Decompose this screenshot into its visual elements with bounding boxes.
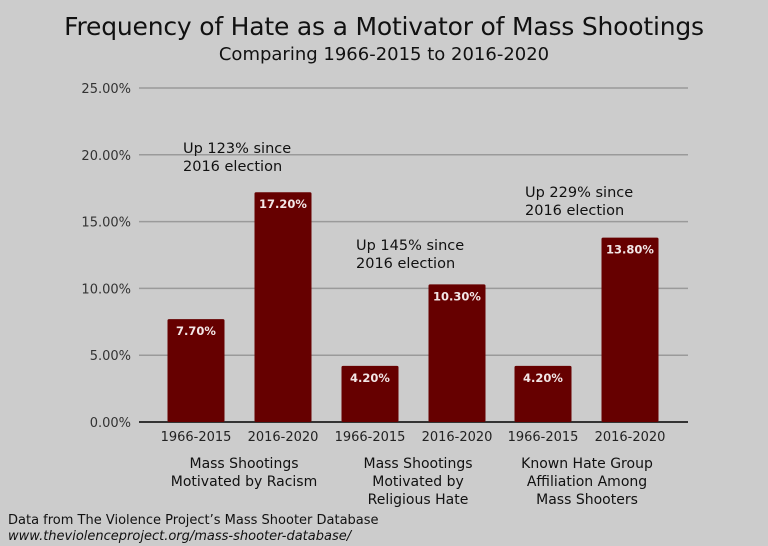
annotation: Up 229% since [525,185,633,201]
data-label: 7.70% [176,324,216,338]
annotation: Up 145% since [356,238,464,254]
data-label: 4.20% [350,371,390,385]
bar [428,284,486,422]
group-label: Religious Hate [368,492,469,508]
x-tick-label: 1966-2015 [335,430,406,445]
bar [254,192,312,422]
group-label: Motivated by [372,474,464,490]
x-tick-label: 1966-2015 [508,430,579,445]
annotation: 2016 election [356,256,455,272]
group-label: Motivated by Racism [171,474,317,490]
y-tick-label: 15.00% [81,216,131,231]
data-label: 13.80% [606,243,654,257]
source-url: www.theviolenceproject.org/mass-shooter-… [8,529,352,544]
bar [514,365,572,422]
data-label: 10.30% [433,289,481,303]
bar [601,237,659,422]
x-tick-label: 2016-2020 [595,430,666,445]
group-label: Known Hate Group [521,456,653,472]
data-label: 4.20% [523,371,563,385]
data-label: 17.20% [259,197,307,211]
chart-title: Frequency of Hate as a Motivator of Mass… [64,12,704,41]
y-tick-label: 0.00% [90,416,131,431]
y-tick-label: 10.00% [81,282,131,297]
group-label: Mass Shootings [363,456,472,472]
x-tick-label: 1966-2015 [161,430,232,445]
chart-subtitle: Comparing 1966-2015 to 2016-2020 [218,44,550,65]
y-tick-label: 5.00% [90,349,131,364]
annotation: Up 123% since [183,141,291,157]
y-tick-label: 25.00% [81,82,131,97]
source-note: Data from The Violence Project’s Mass Sh… [8,513,379,528]
bar [167,319,225,422]
group-label: Mass Shooters [536,492,638,508]
y-tick-label: 20.00% [81,149,131,164]
x-tick-label: 2016-2020 [422,430,493,445]
x-tick-label: 2016-2020 [248,430,319,445]
annotation: 2016 election [525,203,624,219]
bar [341,365,399,422]
group-label: Affiliation Among [527,474,647,490]
group-label: Mass Shootings [189,456,298,472]
annotation: 2016 election [183,159,282,175]
